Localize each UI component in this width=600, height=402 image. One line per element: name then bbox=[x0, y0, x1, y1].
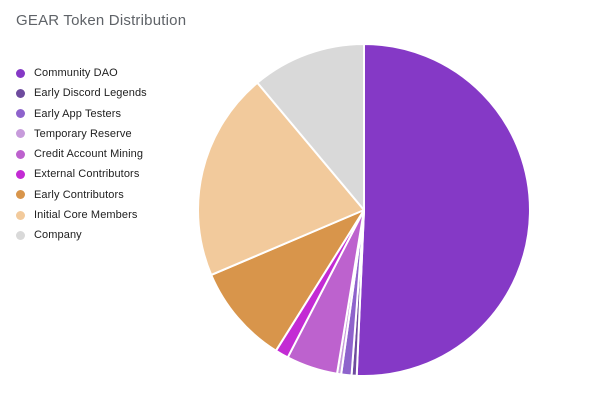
legend-item-initial-core-members: Initial Core Members bbox=[16, 209, 147, 221]
legend-item-community-dao: Community DAO bbox=[16, 67, 147, 79]
legend-label: External Contributors bbox=[34, 168, 140, 181]
legend-color-dot bbox=[16, 88, 25, 98]
legend-label: Early App Testers bbox=[34, 107, 122, 120]
legend-label: Early Discord Legends bbox=[34, 87, 147, 100]
legend-color-dot bbox=[16, 230, 25, 240]
chart-title: GEAR Token Distribution bbox=[16, 12, 187, 29]
legend-label: Company bbox=[34, 229, 82, 242]
legend-color-dot bbox=[16, 149, 25, 159]
legend-label: Temporary Reserve bbox=[34, 127, 132, 140]
legend-label: Credit Account Mining bbox=[34, 148, 144, 161]
legend-label: Initial Core Members bbox=[34, 209, 138, 222]
legend-color-dot bbox=[16, 68, 25, 78]
pie-slice-early-contributors[interactable] bbox=[210, 209, 365, 352]
legend-item-early-contributors: Early Contributors bbox=[16, 189, 147, 201]
pie-slice-initial-core-members[interactable] bbox=[197, 81, 365, 276]
legend-item-early-discord-legends: Early Discord Legends bbox=[16, 87, 147, 99]
legend-color-dot bbox=[16, 210, 25, 220]
legend-item-temporary-reserve: Temporary Reserve bbox=[16, 128, 147, 140]
pie-slice-company[interactable] bbox=[256, 43, 365, 211]
legend-color-dot bbox=[16, 109, 25, 119]
legend-label: Community DAO bbox=[34, 67, 118, 79]
chart-legend: Community DAO Early Discord Legends Early … bbox=[16, 67, 147, 250]
legend-color-dot bbox=[16, 169, 25, 179]
legend-item-external-contributors: External Contributors bbox=[16, 168, 147, 180]
legend-color-dot bbox=[16, 190, 25, 200]
legend-color-dot bbox=[16, 129, 25, 139]
legend-item-credit-account-mining: Credit Account Mining bbox=[16, 148, 147, 160]
pie-slice-community-dao[interactable] bbox=[355, 43, 531, 377]
legend-item-company: Company bbox=[16, 229, 147, 241]
legend-item-early-app-testers: Early App Testers bbox=[16, 108, 147, 120]
legend-label: Early Contributors bbox=[34, 188, 124, 201]
